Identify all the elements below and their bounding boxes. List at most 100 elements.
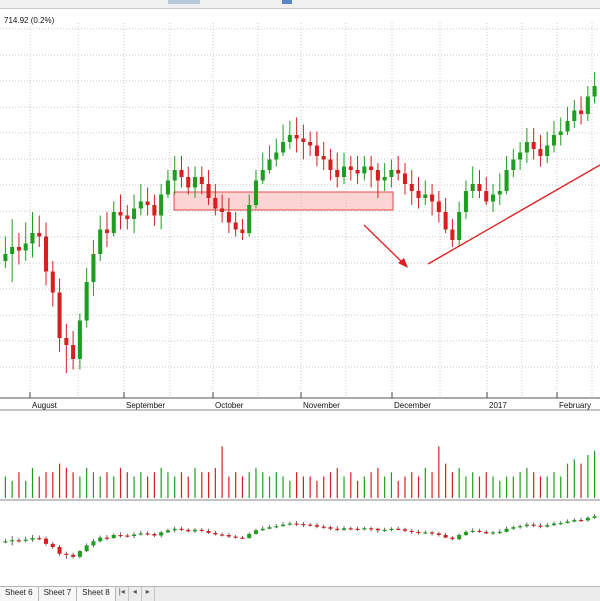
mini-body (43, 538, 49, 544)
candle-body (104, 229, 110, 233)
mini-body (220, 534, 225, 536)
candle-body (179, 170, 184, 177)
candle-body (375, 170, 380, 181)
candle-body (450, 229, 455, 240)
mini-body (423, 532, 428, 534)
candle-body (98, 229, 103, 254)
sheet-tab-bar: Sheet 6 Sheet 7 Sheet 8 |◂ ◂ ▸ (0, 586, 600, 601)
mini-body (267, 527, 272, 529)
candle-body (91, 254, 96, 282)
candle-body (531, 142, 536, 149)
candle-body (240, 229, 245, 233)
x-tick-label: 2017 (489, 401, 507, 410)
candle-body (592, 86, 597, 97)
toolbar-mark-active (282, 0, 292, 4)
candle-body (192, 177, 198, 188)
mini-body (301, 524, 306, 526)
candle-body (348, 166, 353, 170)
sheet-tab-6[interactable]: Sheet 6 (0, 587, 39, 601)
mini-body (592, 516, 597, 518)
next-sheet-icon[interactable]: ▸ (142, 587, 155, 601)
mini-body (341, 528, 347, 530)
volume-pane (4, 446, 596, 498)
candle-body (64, 338, 69, 345)
mini-body (23, 539, 28, 541)
mini-body (430, 532, 435, 534)
candle-body (335, 170, 340, 177)
x-tick-label: February (559, 401, 591, 410)
mini-body (91, 541, 96, 546)
annotations (363, 164, 600, 268)
candle-body (396, 170, 401, 174)
candle-body (10, 247, 15, 254)
x-tick-label: October (215, 401, 244, 410)
mini-body (490, 532, 496, 534)
candle-body (321, 156, 326, 160)
candle-body (355, 170, 360, 174)
mini-body (382, 529, 387, 531)
mini-body (260, 528, 265, 531)
mini-body (416, 531, 421, 534)
mini-body (77, 551, 82, 557)
mini-body (138, 533, 143, 535)
price-candles (3, 72, 597, 373)
mini-body (84, 545, 89, 552)
candle-body (50, 271, 55, 293)
mini-body (16, 540, 21, 542)
mini-body (192, 529, 198, 532)
candle-body (504, 170, 509, 191)
mini-body (396, 528, 401, 530)
sheet-tab-8[interactable]: Sheet 8 (77, 587, 116, 601)
candle-body (132, 208, 137, 219)
mini-body (71, 554, 76, 557)
mini-body (565, 521, 570, 524)
candle-body (545, 145, 550, 156)
mini-body (247, 533, 252, 539)
mini-body (172, 528, 177, 531)
mini-body (314, 525, 319, 527)
candle-body (328, 159, 333, 170)
sheet-tab-7[interactable]: Sheet 7 (38, 587, 78, 601)
candle-body (572, 110, 577, 121)
mini-body (226, 535, 231, 537)
candle-body (551, 135, 557, 146)
candle-body (111, 212, 116, 233)
mini-body (165, 530, 170, 533)
candle-body (226, 212, 231, 223)
prev-sheet-icon[interactable]: ◂ (129, 587, 142, 601)
candle-body (281, 142, 286, 153)
mini-body (10, 540, 15, 542)
candle-body (402, 173, 408, 184)
mini-body (145, 533, 150, 535)
mini-body (253, 530, 259, 534)
mini-body (585, 517, 590, 521)
candle-body (579, 110, 584, 114)
price-readout: 714.92 (0.2%) (4, 16, 55, 25)
mini-body (436, 533, 441, 535)
candle-body (430, 194, 435, 202)
mini-body (328, 527, 333, 529)
x-axis: August September October November December 20… (29, 392, 591, 410)
mini-body (531, 524, 536, 526)
mini-body (375, 528, 380, 531)
down-arrow-line (363, 224, 406, 266)
stock-chart[interactable]: 714.92 (0.2%) August September October Nove… (0, 9, 600, 586)
candle-body (3, 254, 8, 261)
candle-body (511, 159, 516, 170)
candle-body (294, 135, 299, 139)
mini-body (348, 528, 353, 530)
mini-body (538, 525, 543, 527)
mini-body (450, 537, 455, 540)
mini-body (389, 528, 394, 530)
mini-body (355, 528, 360, 530)
candle-body (199, 177, 204, 184)
mini-body (111, 535, 116, 539)
candle-body (118, 212, 123, 216)
first-sheet-icon[interactable]: |◂ (116, 587, 129, 601)
candle-body (436, 201, 441, 212)
candle-body (71, 345, 76, 359)
mini-body (409, 530, 414, 533)
candle-body (524, 142, 529, 153)
candle-body (172, 170, 177, 181)
candle-body (341, 166, 347, 177)
